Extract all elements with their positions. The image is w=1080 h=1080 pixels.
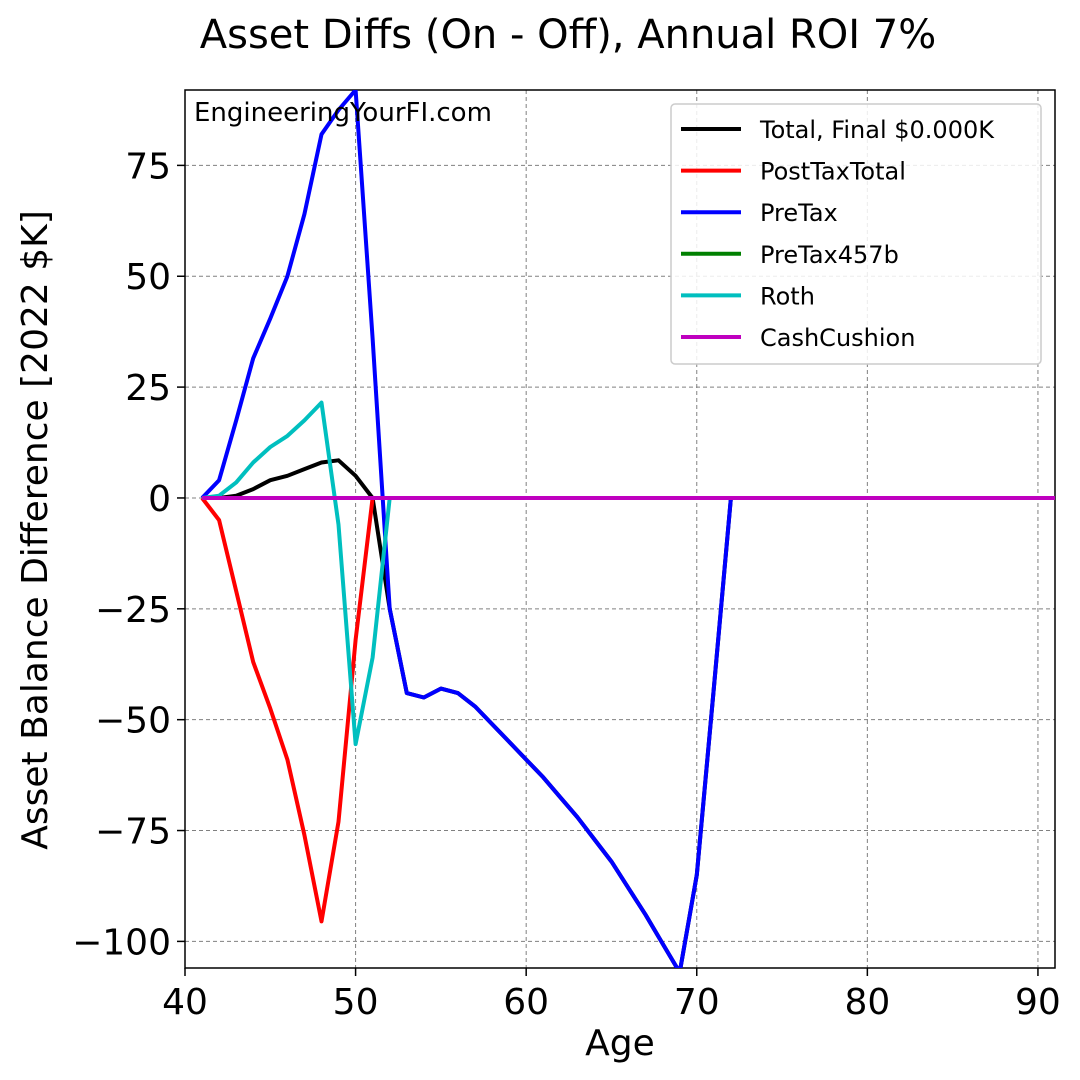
x-tick-label: 80 xyxy=(844,982,890,1023)
x-axis-label: Age xyxy=(585,1023,655,1064)
x-tick-label: 60 xyxy=(503,982,549,1023)
legend-label-roth: Roth xyxy=(760,282,815,310)
y-tick-label: 50 xyxy=(125,257,171,298)
y-axis-label: Asset Balance Difference [2022 $K] xyxy=(15,210,56,850)
series-lines xyxy=(200,90,1055,968)
legend-label-total-final-0-000k: Total, Final $0.000K xyxy=(759,116,995,144)
x-tick-label: 50 xyxy=(333,982,379,1023)
x-tick-label: 40 xyxy=(162,982,208,1023)
x-tick-label: 70 xyxy=(674,982,720,1023)
y-tick-label: 25 xyxy=(125,368,171,409)
series-line-pretax xyxy=(200,90,1055,968)
y-tick-label: −25 xyxy=(95,590,171,631)
chart-title: Asset Diffs (On - Off), Annual ROI 7% xyxy=(200,12,936,58)
y-axis-ticks: −100 −75 −50 −25 0 25 50 75 xyxy=(72,146,185,963)
series-line-roth xyxy=(201,400,1055,747)
y-tick-label: 75 xyxy=(125,146,171,187)
legend: Total, Final $0.000K PostTaxTotal PreTax Pr… xyxy=(670,103,1042,365)
y-tick-label: −100 xyxy=(72,922,171,963)
y-tick-label: −50 xyxy=(95,701,171,742)
series-line-posttaxtotal xyxy=(200,496,1055,924)
y-tick-label: −75 xyxy=(95,812,171,853)
watermark: EngineeringYourFI.com xyxy=(194,98,492,128)
y-tick-label: 0 xyxy=(148,479,171,520)
legend-label-cashcushion: CashCushion xyxy=(760,324,915,352)
legend-label-posttaxtotal: PostTaxTotal xyxy=(760,158,906,186)
legend-label-pretax457b: PreTax457b xyxy=(760,241,899,269)
x-axis-ticks: 40 50 60 70 80 90 xyxy=(162,968,1061,1023)
plot-frame xyxy=(184,89,1056,969)
legend-box xyxy=(670,103,1042,365)
series-line-total-final-0-000k xyxy=(202,458,1055,968)
legend-label-pretax: PreTax xyxy=(760,199,838,227)
x-tick-label: 90 xyxy=(1015,982,1061,1023)
